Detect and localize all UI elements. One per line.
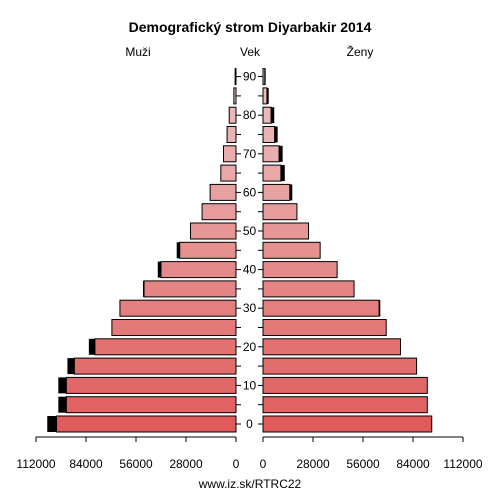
male-bar <box>119 299 237 317</box>
male-bar <box>65 396 237 414</box>
female-bar <box>262 280 355 298</box>
bars-layer <box>47 68 433 433</box>
axes-layer: 0 10 20 30 40 50 60 70 80 90 112000 84000 56000 28000… <box>16 70 482 471</box>
female-excess-bar <box>289 184 293 201</box>
chart-title: Demografický strom Diyarbakir 2014 <box>129 19 372 35</box>
male-excess-bar <box>58 377 67 394</box>
male-excess-bar <box>157 261 161 278</box>
age-tick-label: 50 <box>243 224 257 238</box>
female-x-tick-label: 28000 <box>296 457 330 471</box>
male-label: Muži <box>125 45 150 59</box>
female-bar <box>262 396 428 414</box>
female-bar <box>262 183 291 201</box>
female-excess-bar <box>274 126 278 143</box>
age-tick-label: 80 <box>243 108 257 122</box>
female-bar <box>262 145 280 163</box>
male-excess-bar <box>47 416 57 432</box>
female-bar <box>262 106 272 124</box>
female-x-tick-label: 0 <box>260 457 267 471</box>
age-tick-label: 60 <box>243 185 257 199</box>
male-bar <box>65 376 237 394</box>
female-bar <box>262 376 428 394</box>
female-x-tick-label: 84000 <box>396 457 430 471</box>
female-bar <box>262 299 380 317</box>
male-x-tick-label: 112000 <box>16 457 55 471</box>
male-bar <box>94 338 237 356</box>
female-bar <box>262 203 298 221</box>
female-bar <box>262 222 310 240</box>
female-bar <box>262 164 282 182</box>
female-x-tick-label: 56000 <box>346 457 380 471</box>
female-excess-bar <box>379 300 381 317</box>
female-bar <box>262 319 387 336</box>
male-excess-bar <box>88 338 95 355</box>
female-bar <box>262 357 418 375</box>
male-bar <box>201 203 237 221</box>
male-bar <box>189 222 237 240</box>
age-tick-label: 20 <box>243 340 257 354</box>
male-excess-bar <box>58 396 67 413</box>
male-x-tick-label: 0 <box>233 457 240 471</box>
female-excess-bar <box>279 145 283 162</box>
age-tick-label: 10 <box>243 378 257 392</box>
male-x-tick-label: 28000 <box>169 457 203 471</box>
age-tick-label: 40 <box>243 263 257 277</box>
male-bar <box>111 319 237 336</box>
male-excess-bar <box>67 358 75 375</box>
male-bar <box>226 126 237 143</box>
female-label: Ženy <box>347 44 374 59</box>
age-tick-label: 90 <box>243 70 257 84</box>
male-bar <box>56 415 237 433</box>
male-bar <box>73 357 237 375</box>
male-excess-bar <box>142 280 145 297</box>
age-tick-label: 30 <box>243 301 257 315</box>
source-caption: www.iz.sk/RTRC22 <box>198 477 302 491</box>
female-x-tick-label: 112000 <box>443 457 482 471</box>
male-bar <box>209 183 237 201</box>
male-bar <box>223 145 237 163</box>
male-excess-bar <box>176 242 180 259</box>
male-bar <box>179 241 237 259</box>
male-bar <box>233 87 237 105</box>
age-tick-label: 70 <box>243 147 257 161</box>
male-x-tick-label: 84000 <box>69 457 103 471</box>
male-bar <box>220 164 237 182</box>
female-bar <box>262 241 321 259</box>
age-tick-label: 0 <box>246 417 253 431</box>
female-bar <box>262 338 401 356</box>
female-bar <box>262 68 266 86</box>
female-bar <box>262 415 433 433</box>
age-axis-label: Vek <box>240 45 261 59</box>
male-bar <box>228 106 237 124</box>
male-bar <box>234 68 237 86</box>
male-bar <box>160 261 237 279</box>
female-bar <box>262 87 268 105</box>
male-bar <box>143 280 237 298</box>
male-x-tick-label: 56000 <box>119 457 153 471</box>
female-excess-bar <box>264 68 266 85</box>
female-bar <box>262 261 338 279</box>
female-bar <box>262 126 276 143</box>
female-excess-bar <box>280 165 285 182</box>
female-excess-bar <box>271 107 275 124</box>
female-excess-bar <box>266 87 269 104</box>
